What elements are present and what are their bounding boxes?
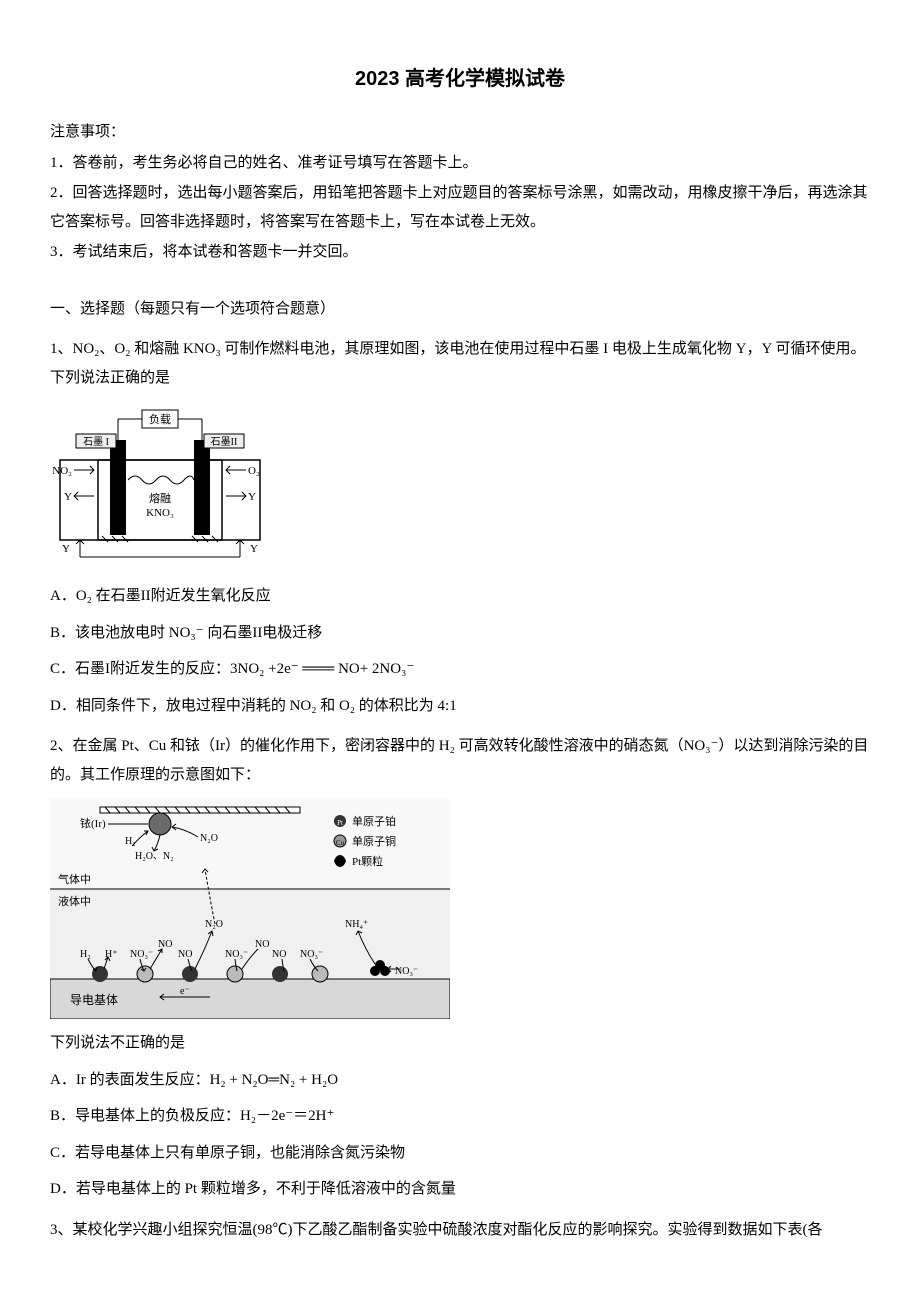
diagram2-legend-cu: 单原子铜 bbox=[352, 834, 396, 848]
svg-text:N₂O: N₂O bbox=[205, 919, 223, 930]
svg-text:H₂: H₂ bbox=[80, 949, 91, 960]
question-1-text: 1、NO₂、O₂ 和熔融 KNO₃ 可制作燃料电池，其原理如图，该电池在使用过程… bbox=[50, 335, 870, 392]
diagram1-y-right: Y bbox=[248, 491, 256, 503]
q1-option-c: C．石墨I附近发生的反应：3NO₂ +2e⁻ ═══ NO+ 2NO₃⁻ bbox=[50, 655, 870, 684]
diagram1-o2: O₂ bbox=[248, 465, 260, 477]
diagram1-no2: NO₂ bbox=[52, 465, 72, 477]
notice-item-2: 2．回答选择题时，选出每小题答案后，用铅笔把答题卡上对应题目的答案标号涂黑，如需… bbox=[50, 179, 870, 236]
q1-option-d: D．相同条件下，放电过程中消耗的 NO₂ 和 O₂ 的体积比为 4:1 bbox=[50, 692, 870, 721]
svg-text:NO₃⁻: NO₃⁻ bbox=[395, 966, 418, 977]
diagram2-e: e⁻ bbox=[180, 986, 190, 997]
diagram1-kno3-1: 熔融 bbox=[149, 491, 171, 505]
notice-item-3: 3．考试结束后，将本试卷和答题卡一并交回。 bbox=[50, 238, 870, 267]
q1-option-b: B．该电池放电时 NO₃⁻ 向石墨II电极迁移 bbox=[50, 619, 870, 648]
question-2-after: 下列说法不正确的是 bbox=[50, 1029, 870, 1058]
diagram1-y-left: Y bbox=[64, 491, 72, 503]
notice-item-1: 1．答卷前，考生务必将自己的姓名、准考证号填写在答题卡上。 bbox=[50, 149, 870, 178]
svg-text:NO: NO bbox=[272, 949, 286, 960]
svg-text:NO: NO bbox=[158, 939, 172, 950]
svg-text:NO: NO bbox=[178, 949, 192, 960]
question-3-text: 3、某校化学兴趣小组探究恒温(98℃)下乙酸乙酯制备实验中硫酸浓度对酯化反应的影… bbox=[50, 1216, 870, 1245]
diagram1-load-label: 负载 bbox=[149, 412, 171, 426]
svg-text:NO₃⁻: NO₃⁻ bbox=[130, 949, 153, 960]
page-title: 2023 高考化学模拟试卷 bbox=[50, 60, 870, 98]
q2-option-a: A．Ir 的表面发生反应：H₂ + N₂O═N₂ + H₂O bbox=[50, 1066, 870, 1095]
q2-option-b: B．导电基体上的负极反应：H₂－2e⁻＝2H⁺ bbox=[50, 1102, 870, 1131]
diagram2-h2on2: H₂O、N₂ bbox=[135, 851, 174, 862]
q1-option-a: A．O₂ 在石墨II附近发生氧化反应 bbox=[50, 582, 870, 611]
q2-option-c: C．若导电基体上只有单原子铜，也能消除含氮污染物 bbox=[50, 1139, 870, 1168]
diagram1-kno3-2: KNO₃ bbox=[146, 507, 174, 519]
svg-text:Y: Y bbox=[250, 543, 258, 555]
diagram2-gas: 气体中 bbox=[58, 872, 91, 886]
svg-text:NO₃⁻: NO₃⁻ bbox=[300, 949, 323, 960]
svg-text:Y: Y bbox=[62, 543, 70, 555]
diagram1-graphite1: 石墨 I bbox=[83, 436, 109, 448]
question-1-diagram: 负载 石墨 I 石墨II NO₂ Y O₂ Y bbox=[50, 402, 870, 572]
svg-text:NO: NO bbox=[255, 939, 269, 950]
svg-text:Cu: Cu bbox=[336, 839, 345, 847]
svg-text:Pt: Pt bbox=[337, 819, 343, 827]
question-2: 2、在金属 Pt、Cu 和铱（Ir）的催化作用下，密闭容器中的 H₂ 可高效转化… bbox=[50, 732, 870, 1204]
question-3: 3、某校化学兴趣小组探究恒温(98℃)下乙酸乙酯制备实验中硫酸浓度对酯化反应的影… bbox=[50, 1216, 870, 1245]
question-2-text: 2、在金属 Pt、Cu 和铱（Ir）的催化作用下，密闭容器中的 H₂ 可高效转化… bbox=[50, 732, 870, 789]
diagram2-legend-ptp: Pt颗粒 bbox=[352, 854, 383, 868]
question-2-diagram: 铱(Ir) H₂ N₂O H₂O、N₂ 气体中 液体中 Pt 单原子铂 Cu 单… bbox=[50, 799, 870, 1019]
diagram2-n2otop: N₂O bbox=[200, 833, 218, 844]
svg-text:NH₄⁺: NH₄⁺ bbox=[345, 919, 368, 930]
diagram2-legend-pt: 单原子铂 bbox=[352, 814, 396, 828]
diagram2-liquid: 液体中 bbox=[58, 894, 91, 908]
diagram2-ir: 铱(Ir) bbox=[80, 817, 106, 830]
svg-text:NO₃⁻: NO₃⁻ bbox=[225, 949, 248, 960]
q2-option-d: D．若导电基体上的 Pt 颗粒增多，不利于降低溶液中的含氮量 bbox=[50, 1175, 870, 1204]
diagram2-h2top: H₂ bbox=[125, 836, 136, 847]
diagram2-base: 导电基体 bbox=[70, 993, 118, 1007]
diagram1-graphite2: 石墨II bbox=[211, 436, 238, 448]
notice-label: 注意事项： bbox=[50, 118, 870, 147]
question-1: 1、NO₂、O₂ 和熔融 KNO₃ 可制作燃料电池，其原理如图，该电池在使用过程… bbox=[50, 335, 870, 720]
section-1-header: 一、选择题（每题只有一个选项符合题意） bbox=[50, 295, 870, 324]
